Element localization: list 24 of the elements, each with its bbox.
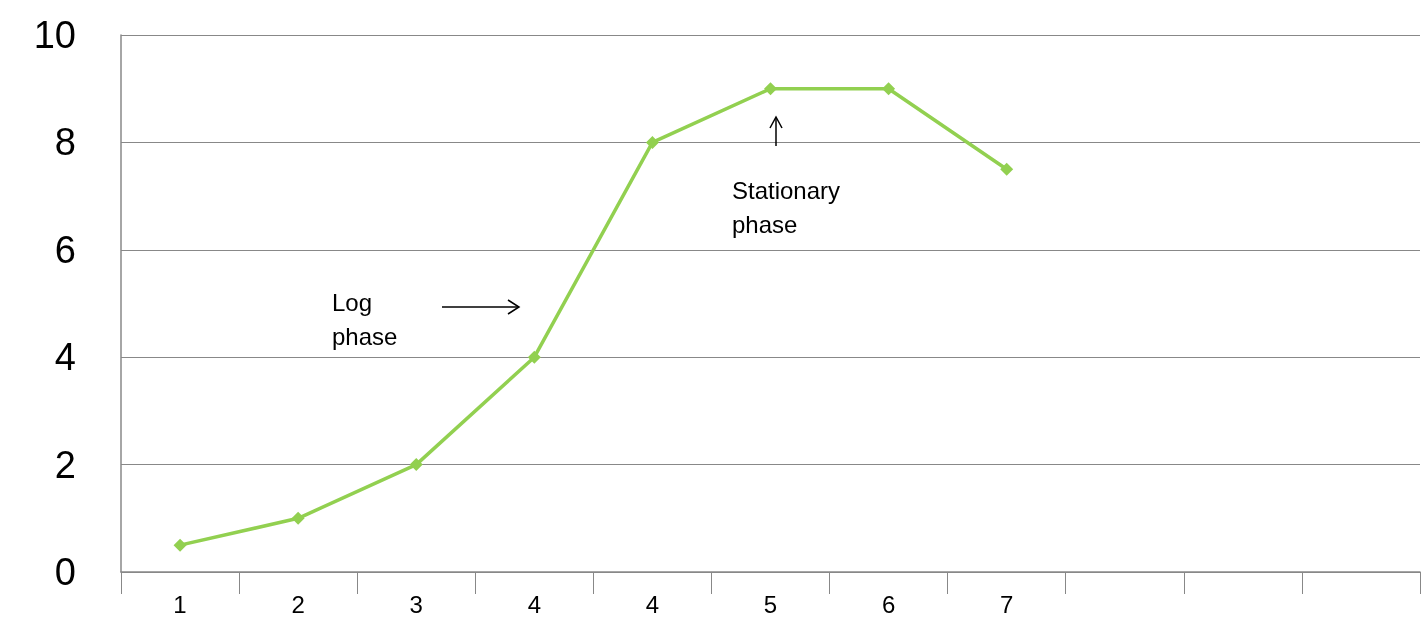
point bbox=[882, 82, 896, 96]
y-tick-label: 4 bbox=[54, 336, 76, 379]
y-tick-label: 10 bbox=[33, 14, 76, 56]
point bbox=[173, 538, 187, 552]
y-tick-label: 6 bbox=[54, 228, 76, 271]
x-tick-label: 4 bbox=[645, 590, 660, 618]
point bbox=[409, 458, 423, 472]
x-tick-label: 5 bbox=[763, 590, 778, 618]
annotation: Stationary phase bbox=[732, 176, 841, 238]
point bbox=[645, 135, 659, 149]
y-tick-label: 0 bbox=[54, 551, 76, 593]
x-tick-label: 3 bbox=[409, 590, 423, 618]
point bbox=[764, 82, 777, 96]
x-tick-label: 2 bbox=[291, 590, 305, 618]
x-tick-label: 7 bbox=[1000, 590, 1014, 618]
point bbox=[1000, 162, 1014, 176]
x-tick-label: 4 bbox=[527, 590, 541, 618]
y-tick-label: 8 bbox=[54, 121, 76, 164]
annotation: Log phase bbox=[332, 288, 398, 350]
point bbox=[291, 511, 305, 525]
x-tick-label: 1 bbox=[173, 590, 187, 618]
x-tick-label: 6 bbox=[881, 590, 896, 618]
point bbox=[527, 350, 541, 364]
y-tick-label: 2 bbox=[54, 443, 76, 486]
